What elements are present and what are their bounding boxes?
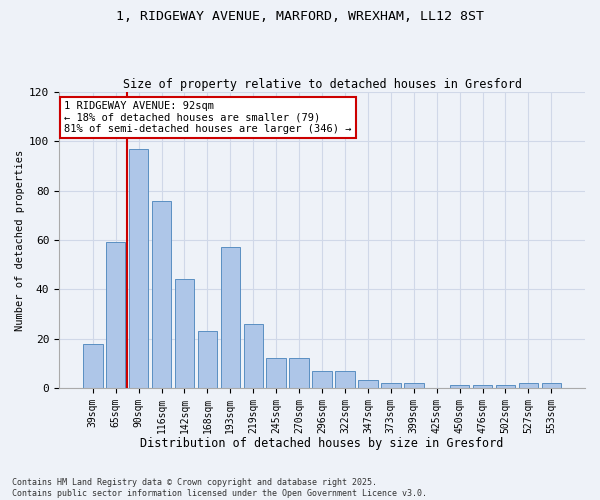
Bar xyxy=(313,370,332,388)
Bar xyxy=(197,331,217,388)
Text: 1 RIDGEWAY AVENUE: 92sqm
← 18% of detached houses are smaller (79)
81% of semi-d: 1 RIDGEWAY AVENUE: 92sqm ← 18% of detach… xyxy=(64,101,352,134)
Bar xyxy=(244,324,263,388)
Bar xyxy=(335,370,355,388)
Bar xyxy=(289,358,309,388)
Bar xyxy=(152,200,172,388)
Bar xyxy=(404,383,424,388)
Text: Contains HM Land Registry data © Crown copyright and database right 2025.
Contai: Contains HM Land Registry data © Crown c… xyxy=(12,478,427,498)
Bar xyxy=(473,386,493,388)
Bar xyxy=(496,386,515,388)
X-axis label: Distribution of detached houses by size in Gresford: Distribution of detached houses by size … xyxy=(140,437,504,450)
Bar xyxy=(221,248,240,388)
Bar xyxy=(266,358,286,388)
Title: Size of property relative to detached houses in Gresford: Size of property relative to detached ho… xyxy=(122,78,521,91)
Text: 1, RIDGEWAY AVENUE, MARFORD, WREXHAM, LL12 8ST: 1, RIDGEWAY AVENUE, MARFORD, WREXHAM, LL… xyxy=(116,10,484,23)
Bar xyxy=(358,380,377,388)
Bar xyxy=(518,383,538,388)
Y-axis label: Number of detached properties: Number of detached properties xyxy=(15,150,25,330)
Bar xyxy=(175,280,194,388)
Bar xyxy=(381,383,401,388)
Bar xyxy=(542,383,561,388)
Bar xyxy=(450,386,469,388)
Bar xyxy=(106,242,125,388)
Bar xyxy=(129,149,148,388)
Bar xyxy=(83,344,103,388)
